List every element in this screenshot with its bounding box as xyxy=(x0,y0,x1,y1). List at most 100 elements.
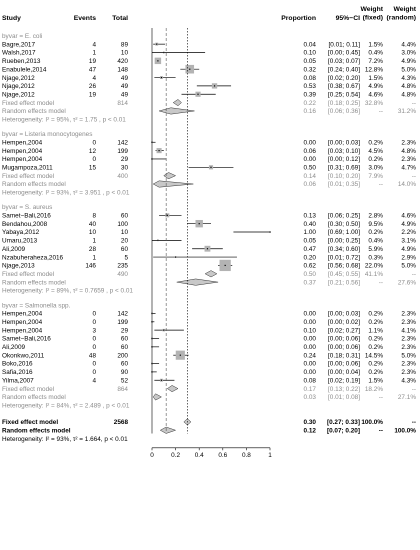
subgroup-random-proportion: 0.06 xyxy=(304,181,317,188)
study-row-events: 15 xyxy=(89,165,97,172)
study-row-ci: [0.69; 1.00] xyxy=(328,229,360,236)
study-row-total: 420 xyxy=(117,58,128,65)
subgroup-fixed-diamond xyxy=(204,270,218,278)
study-row-total: 60 xyxy=(121,213,129,220)
study-row-weight-random: 2.3% xyxy=(401,344,416,351)
study-box-center xyxy=(163,329,165,331)
study-row-ci: [0.03; 0.07] xyxy=(328,58,360,65)
subgroup-fixed-label: Fixed effect model xyxy=(2,173,54,180)
study-row-proportion: 0.39 xyxy=(304,91,317,98)
study-row-total: 199 xyxy=(117,148,128,155)
study-row-proportion: 0.00 xyxy=(304,156,317,163)
study-row-ci: [0.02; 0.20] xyxy=(328,75,360,82)
study-row-weight-fixed: 5.9% xyxy=(368,246,383,253)
study-row-study: Njage,2012 xyxy=(2,83,35,90)
study-row-total: 52 xyxy=(121,377,129,384)
subgroup-label: byvar = S. aureus xyxy=(2,204,52,211)
study-box-center xyxy=(179,354,181,356)
x-tick-label: 1 xyxy=(268,452,272,459)
study-row-proportion: 0.04 xyxy=(304,41,317,48)
subgroup-fixed-diamond xyxy=(172,99,182,107)
study-row-weight-fixed: 2.8% xyxy=(368,213,383,220)
study-row-proportion: 0.08 xyxy=(304,75,317,82)
subgroup-random-ci: [0.21; 0.56] xyxy=(328,279,360,286)
study-row-events: 19 xyxy=(89,58,97,65)
study-row-proportion: 0.10 xyxy=(304,50,317,57)
study-row-weight-random: 4.1% xyxy=(401,327,416,334)
study-row-weight-random: 2.3% xyxy=(401,361,416,368)
study-row-weight-fixed: 4.5% xyxy=(368,148,383,155)
subgroup-fixed-ci: [0.18; 0.25] xyxy=(328,100,360,107)
study-row-total: 29 xyxy=(121,156,129,163)
study-row-events: 47 xyxy=(89,66,97,73)
study-row-ci: [0.00; 0.06] xyxy=(328,344,360,351)
study-box-center xyxy=(210,166,212,168)
subgroup-fixed-weight-fixed: 18.2% xyxy=(365,386,383,393)
study-row-weight-random: 4.6% xyxy=(401,213,416,220)
study-row-ci: [0.00; 0.04] xyxy=(328,369,360,376)
study-row-weight-random: 2.3% xyxy=(401,156,416,163)
study-row-study: Yabaya,2012 xyxy=(2,229,40,236)
subgroup-random-label: Random effects model xyxy=(2,394,66,401)
study-row-events: 1 xyxy=(92,254,96,261)
study-row-weight-fixed: 0.2% xyxy=(368,311,383,318)
study-row-events: 4 xyxy=(92,377,96,384)
study-row-weight-random: 4.8% xyxy=(401,91,416,98)
overall-random-ci: [0.07; 0.20] xyxy=(327,427,360,434)
study-row-events: 1 xyxy=(92,50,96,57)
study-row-weight-random: 5.0% xyxy=(401,263,416,270)
subgroup-random-ci: [0.06; 0.36] xyxy=(328,108,360,115)
study-row-weight-fixed: 9.5% xyxy=(368,221,383,228)
study-row-weight-fixed: 1.1% xyxy=(368,327,383,334)
subgroup-random-weight-random: 27.6% xyxy=(398,279,416,286)
study-box-center xyxy=(175,256,177,258)
study-row-ci: [0.34; 0.60] xyxy=(328,246,360,253)
study-row-events: 3 xyxy=(92,327,96,334)
study-row-total: 20 xyxy=(121,238,129,245)
study-row-weight-fixed: 4.6% xyxy=(368,91,383,98)
overall-fixed-proportion: 0.30 xyxy=(304,419,317,426)
study-row-ci: [0.24; 0.40] xyxy=(328,66,360,73)
overall-heterogeneity: Heterogeneity: I² = 93%, τ² = 1.664, p <… xyxy=(2,436,128,443)
study-row-events: 0 xyxy=(92,369,96,376)
x-axis: 0 0.2 0.4 0.6 0.8 1 xyxy=(150,447,272,459)
study-box-center xyxy=(269,231,271,233)
study-row-weight-random: 4.3% xyxy=(401,377,416,384)
subgroup-random-weight-fixed: -- xyxy=(379,181,383,188)
study-row-proportion: 0.24 xyxy=(304,352,317,359)
header-weight-fixed: Weight (fixed) xyxy=(360,6,383,22)
overall-fixed-label: Fixed effect model xyxy=(2,419,58,426)
study-box-center xyxy=(158,150,160,152)
study-row-study: Safia,2016 xyxy=(2,369,33,376)
header-ci: 95%−CI xyxy=(336,15,360,22)
study-row-total: 90 xyxy=(121,369,129,376)
study-row-study: Mugampoza,2011 xyxy=(2,165,53,172)
overall-random-weight-fixed: -- xyxy=(379,427,383,434)
subgroup-fixed-total: 400 xyxy=(117,173,128,180)
header-weight-random: Weight (random) xyxy=(387,6,417,22)
study-row-proportion: 0.00 xyxy=(304,369,317,376)
subgroup-fixed-weight-random: -- xyxy=(412,386,416,393)
study-row-ci: [0.00; 0.03] xyxy=(328,139,360,146)
overall-random-weight-random: 100.0% xyxy=(394,427,416,434)
study-row-events: 0 xyxy=(92,139,96,146)
overall-random-proportion: 0.12 xyxy=(304,427,317,434)
study-row-weight-random: 2.3% xyxy=(401,336,416,343)
study-box-center xyxy=(197,93,199,95)
study-row-total: 148 xyxy=(117,66,128,73)
study-row-proportion: 0.05 xyxy=(304,238,317,245)
subgroup-random-label: Random effects model xyxy=(2,181,66,188)
subgroup-random-weight-fixed: -- xyxy=(379,279,383,286)
subgroup-random-proportion: 0.37 xyxy=(304,279,317,286)
subgroup-fixed-total: 490 xyxy=(117,271,128,278)
study-box-center xyxy=(157,60,159,62)
study-row-weight-fixed: 1.5% xyxy=(368,41,383,48)
study-row-weight-fixed: 7.2% xyxy=(368,58,383,65)
x-tick-label: 0.6 xyxy=(218,452,227,459)
study-row-weight-random: 4.8% xyxy=(401,148,416,155)
study-row-total: 10 xyxy=(121,50,129,57)
study-row-weight-fixed: 1.5% xyxy=(368,75,383,82)
header-weight-random-line: (random) xyxy=(387,15,416,22)
study-row-weight-random: 3.1% xyxy=(401,238,416,245)
overall-fixed-weight-fixed: 100.0% xyxy=(361,419,383,426)
